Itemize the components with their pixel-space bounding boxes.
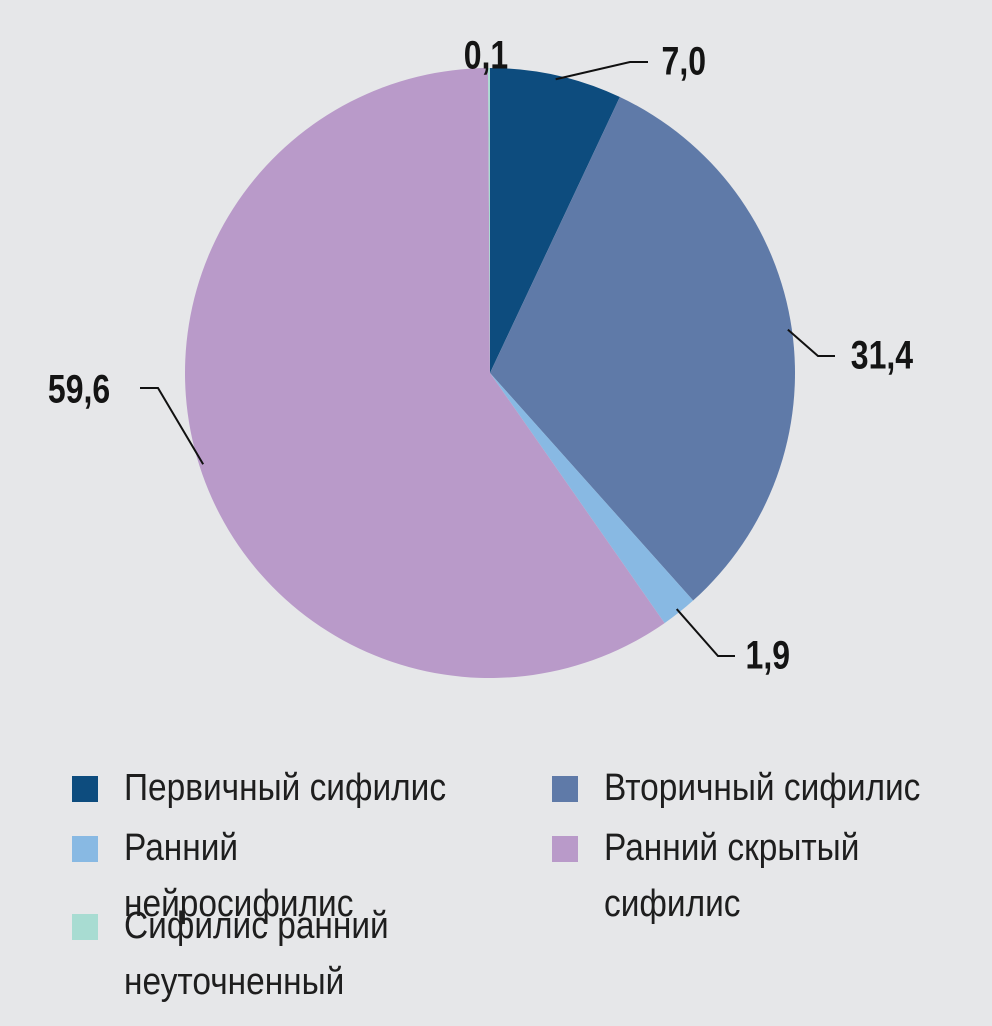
legend-label: Ранний скрытый сифилис bbox=[604, 827, 860, 925]
data-label: 0,1 bbox=[464, 32, 508, 77]
legend-item-primary: Первичный сифилис bbox=[72, 760, 524, 816]
leader-lines bbox=[140, 61, 835, 657]
legend: Первичный сифилис Вторичный сифилис Ранн… bbox=[72, 760, 972, 1010]
pie-slices bbox=[184, 68, 795, 678]
legend-item-secondary: Вторичный сифилис bbox=[552, 760, 992, 816]
legend-swatch bbox=[552, 776, 578, 802]
legend-swatch bbox=[72, 914, 98, 940]
legend-item-early-neurosyphilis: Ранний нейросифилис bbox=[72, 820, 524, 932]
data-label: 7,0 bbox=[662, 38, 706, 83]
legend-swatch bbox=[552, 836, 578, 862]
pie-slice bbox=[490, 68, 620, 373]
pie-chart: 7,0 31,4 1,9 59,6 0,1 bbox=[48, 32, 913, 678]
data-label: 1,9 bbox=[746, 632, 790, 677]
leader-line bbox=[787, 328, 835, 357]
legend-label: Вторичный сифилис bbox=[604, 767, 921, 809]
legend-label: Первичный сифилис bbox=[124, 767, 447, 809]
data-label: 31,4 bbox=[851, 332, 913, 377]
legend-swatch bbox=[72, 836, 98, 862]
data-labels: 7,0 31,4 1,9 59,6 0,1 bbox=[48, 32, 913, 677]
leader-line bbox=[140, 387, 205, 465]
data-label: 59,6 bbox=[48, 366, 110, 411]
legend-swatch bbox=[72, 776, 98, 802]
pie-slice bbox=[184, 68, 665, 678]
pie-slice bbox=[488, 68, 490, 373]
leader-line bbox=[675, 608, 735, 657]
legend-item-early-unspecified: Сифилис ранний неуточненный bbox=[72, 898, 524, 1010]
pie-slice bbox=[490, 97, 795, 601]
leader-line bbox=[555, 61, 648, 81]
legend-label: Ранний нейросифилис bbox=[124, 827, 354, 925]
pie-slice bbox=[490, 373, 694, 624]
legend-item-early-latent: Ранний скрытый сифилис bbox=[552, 820, 992, 932]
legend-label: Сифилис ранний неуточненный bbox=[124, 905, 389, 1003]
